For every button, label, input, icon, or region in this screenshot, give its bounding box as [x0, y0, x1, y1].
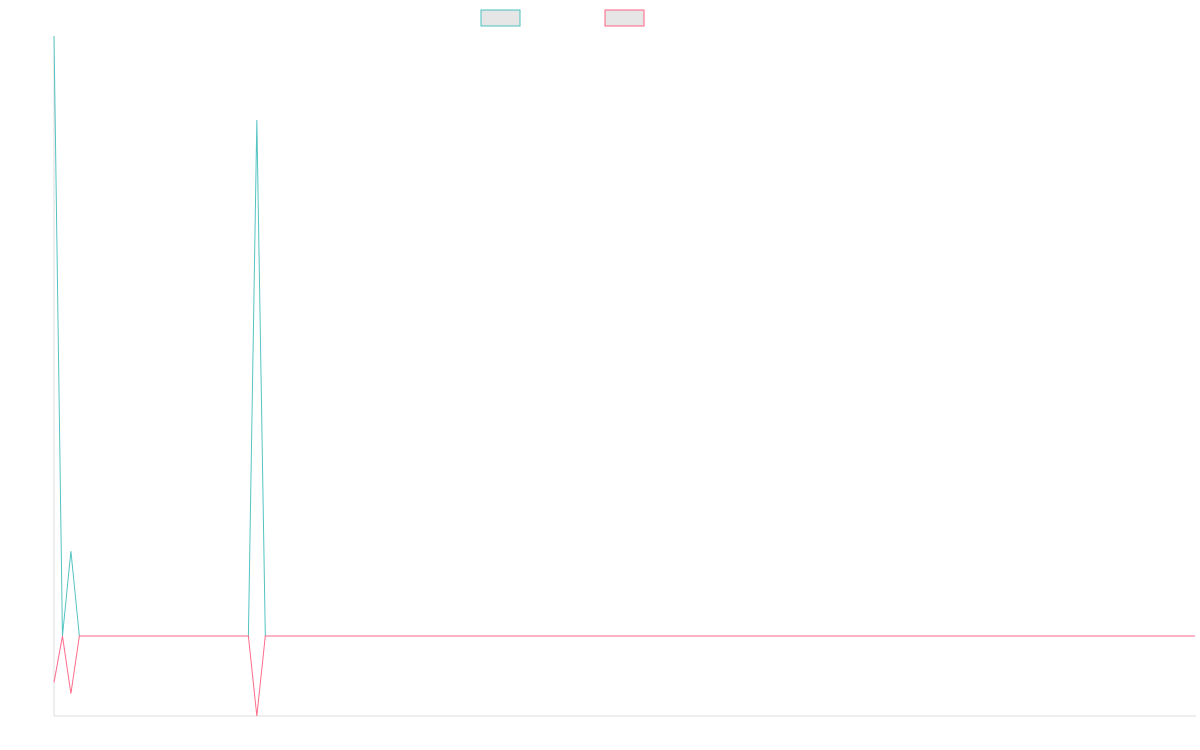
series-1-line: [53, 35, 1195, 637]
plot-area: [53, 35, 1196, 717]
series-2-line: [53, 635, 1195, 717]
legend-swatch-series-2[interactable]: [604, 9, 645, 27]
series-layer: [53, 35, 1195, 717]
legend-swatch-series-1[interactable]: [480, 9, 521, 27]
legend: [480, 9, 645, 27]
